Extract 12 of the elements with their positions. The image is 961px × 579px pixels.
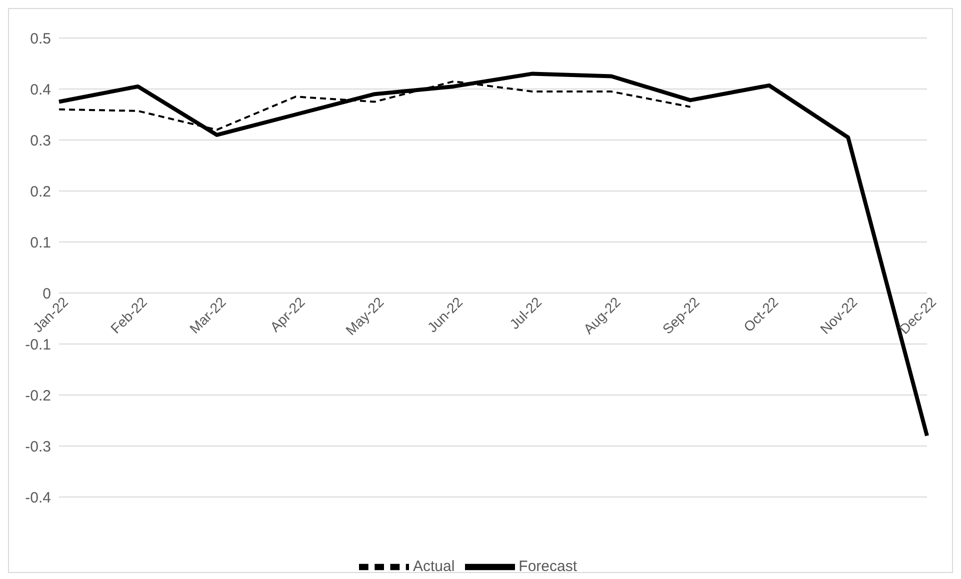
y-tick-label: -0.1: [25, 336, 51, 354]
y-tick-label: -0.4: [25, 489, 51, 506]
y-tick-label: 0.5: [30, 30, 51, 48]
legend-label: Forecast: [518, 558, 578, 575]
y-tick-label: 0.4: [30, 81, 51, 98]
y-tick-label: 0.1: [30, 234, 51, 252]
y-tick-label: 0: [42, 285, 51, 302]
y-tick-label: -0.2: [25, 387, 51, 404]
y-tick-label: 0.2: [30, 183, 51, 200]
y-tick-label: 0.3: [30, 132, 51, 150]
y-tick-label: -0.3: [25, 438, 51, 456]
legend-label: Actual: [412, 558, 455, 575]
